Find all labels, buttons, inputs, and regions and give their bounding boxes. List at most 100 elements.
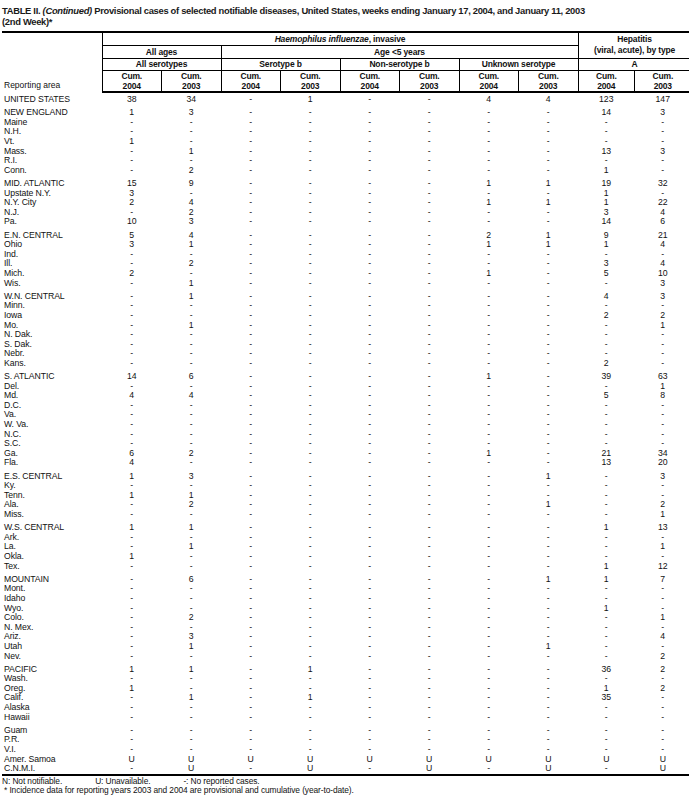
value-cell: -	[519, 510, 579, 520]
incidence-note: * Incidence data for reporting years 200…	[2, 786, 687, 795]
table-row: Colo.-2-------1	[2, 613, 689, 623]
value-cell: -	[519, 713, 579, 723]
table-row: Utah-1-----1--	[2, 642, 689, 652]
value-cell: -	[102, 652, 162, 662]
value-cell: -	[400, 713, 460, 723]
table-body: UNITED STATES3834-1--44123147NEW ENGLAND…	[2, 92, 689, 775]
table-row: W.S. CENTRAL11------113	[2, 523, 689, 533]
value-cell: 2	[162, 166, 222, 176]
table-row: Ariz.-3-------4	[2, 632, 689, 642]
value-cell: -	[519, 166, 579, 176]
table-row: Nev.---------2	[2, 652, 689, 662]
value-cell: 10	[102, 217, 162, 227]
value-cell: -	[578, 764, 635, 775]
reporting-area-cell: Hawaii	[2, 713, 102, 723]
value-cell: -	[221, 95, 281, 105]
value-cell: -	[340, 166, 400, 176]
value-cell: U	[519, 764, 579, 775]
table-row: S. Dak.----------	[2, 340, 689, 350]
value-cell: -	[281, 279, 341, 289]
table-row: N. Mex.----------	[2, 623, 689, 633]
value-cell: -	[459, 359, 519, 369]
table-row: Guam----------	[2, 726, 689, 736]
value-cell: -	[340, 279, 400, 289]
value-cell: -	[635, 166, 689, 176]
all-serotypes-header: All serotypes	[102, 58, 221, 70]
value-cell: -	[221, 279, 281, 289]
value-cell: -	[281, 458, 341, 468]
value-cell: 12	[635, 562, 689, 572]
value-cell: -	[162, 458, 222, 468]
table-row: E.N. CENTRAL54----21921	[2, 231, 689, 241]
unknown-serotype-header: Unknown serotype	[459, 58, 578, 70]
value-cell: -	[459, 652, 519, 662]
reporting-area-cell: Kans.	[2, 359, 102, 369]
value-cell: -	[578, 652, 635, 662]
table-row: Upstate N.Y.3-------1-	[2, 189, 689, 199]
value-cell: -	[459, 510, 519, 520]
value-cell: 1	[578, 562, 635, 572]
value-cell: -	[340, 217, 400, 227]
value-cell: -	[221, 562, 281, 572]
table-row: Okla.1---------	[2, 552, 689, 562]
table-row: Nebr.----------	[2, 349, 689, 359]
table-row: Hawaii----------	[2, 713, 689, 723]
value-cell: -	[459, 279, 519, 289]
value-cell: -	[162, 713, 222, 723]
table-row: Ill.-2------34	[2, 259, 689, 269]
table-row: N.C.----------	[2, 430, 689, 440]
table-row: W.N. CENTRAL-1------43	[2, 292, 689, 302]
value-cell: -	[281, 166, 341, 176]
table-row: Mo.-1-------1	[2, 321, 689, 331]
table-row: Ark.----------	[2, 533, 689, 543]
value-cell: -	[635, 713, 689, 723]
value-cell: -	[400, 217, 460, 227]
table-row: P.R.----------	[2, 735, 689, 745]
table-row: S. ATLANTIC146----1-3963	[2, 372, 689, 382]
value-cell: -	[459, 713, 519, 723]
age-under-5-header: Age <5 years	[221, 45, 578, 58]
value-cell: -	[162, 652, 222, 662]
value-cell: -	[102, 713, 162, 723]
value-cell: U	[400, 764, 460, 775]
notifiable-diseases-table: Reporting area Haemophilus influenzae, i…	[2, 31, 689, 776]
table-row: E.S. CENTRAL13-----1-3	[2, 472, 689, 482]
table-title-line2: (2nd Week)*	[2, 16, 687, 27]
table-row: Mich.2-----1-510	[2, 269, 689, 279]
table-row: V.I.----------	[2, 745, 689, 755]
reporting-area-cell: Ind.	[2, 250, 102, 260]
table-row: Ky.----------	[2, 481, 689, 491]
table-row: Md.44------58	[2, 391, 689, 401]
table-row: NEW ENGLAND13------143	[2, 108, 689, 118]
value-cell: -	[340, 458, 400, 468]
table-row: Calif.-1-1----35-	[2, 693, 689, 703]
table-row: D.C.----------	[2, 401, 689, 411]
value-cell: -	[578, 713, 635, 723]
value-cell: 38	[102, 95, 162, 105]
table-row: Vt.1---------	[2, 137, 689, 147]
table-row: UNITED STATES3834-1--44123147	[2, 95, 689, 105]
value-cell: -	[221, 764, 281, 775]
title-text: Provisional cases of selected notifiable…	[92, 5, 585, 16]
table-row: Conn.-2------1-	[2, 166, 689, 176]
table-row: Amer. SamoaUUUUUUUUUU	[2, 755, 689, 765]
table-row: Mass.-1------133	[2, 147, 689, 157]
value-cell: -	[221, 359, 281, 369]
value-cell: -	[340, 652, 400, 662]
table-row: Minn.----------	[2, 301, 689, 311]
table-row: Del.---------1	[2, 382, 689, 392]
table-row: Ohio31----1114	[2, 240, 689, 250]
value-cell: -	[281, 217, 341, 227]
value-cell: -	[459, 562, 519, 572]
table-row: Miss.---------1	[2, 510, 689, 520]
value-cell: 1	[281, 95, 341, 105]
value-cell: -	[519, 217, 579, 227]
value-cell: -	[102, 764, 162, 775]
footnotes: N: Not notifiable.U: Unavailable.-: No r…	[2, 777, 687, 796]
disease-name-rest: , invasive	[369, 34, 406, 44]
value-cell: -	[400, 652, 460, 662]
cum-year-header: Cum.2003	[635, 70, 689, 92]
value-cell: 4	[459, 95, 519, 105]
value-cell: -	[102, 510, 162, 520]
table-row: Tenn.11--------	[2, 491, 689, 501]
